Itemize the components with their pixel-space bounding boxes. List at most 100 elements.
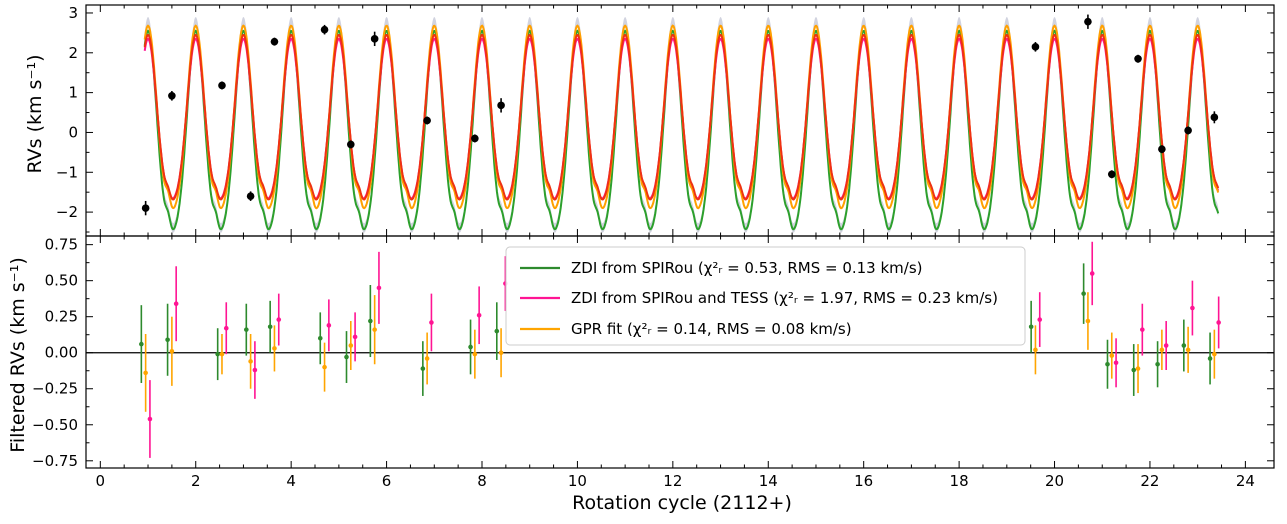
top-panel xyxy=(85,4,1275,237)
residual-point xyxy=(494,328,500,334)
residual-point xyxy=(1033,347,1038,353)
bottom-y-axis-label: Filtered RVs (km s⁻¹) xyxy=(7,257,29,452)
residual-point xyxy=(424,356,430,361)
residual-point xyxy=(1163,343,1169,348)
residual-point xyxy=(1216,320,1221,325)
residual-point xyxy=(1185,347,1191,353)
legend-box xyxy=(505,246,1026,346)
residual-point xyxy=(219,351,225,357)
bottom-frame xyxy=(85,235,1275,469)
residual-point xyxy=(498,350,504,356)
observation-point xyxy=(471,134,479,143)
residual-point xyxy=(1159,347,1165,353)
bottom-y-tick-label: 0.00 xyxy=(45,344,78,362)
top-y-tick-label: 0 xyxy=(68,123,78,141)
top-models xyxy=(143,16,1220,233)
residual-point xyxy=(147,416,153,422)
x-tick-label: 16 xyxy=(854,472,873,490)
residual-point xyxy=(344,354,349,360)
residual-point xyxy=(1207,356,1213,361)
x-tick-label: 24 xyxy=(1236,472,1255,490)
residual-point xyxy=(472,351,478,357)
residual-point xyxy=(1109,353,1115,358)
bottom-y-tick-label: 0.75 xyxy=(45,236,78,254)
observation-point xyxy=(320,25,329,34)
residual-point xyxy=(368,318,373,324)
x-tick-label: 2 xyxy=(191,472,201,490)
x-tick-label: 20 xyxy=(1045,472,1064,490)
top-y-tick-label: 2 xyxy=(68,44,78,62)
x-tick-label: 14 xyxy=(759,472,778,490)
x-axis-label: Rotation cycle (2112+) xyxy=(572,492,792,514)
bottom-y-tick-label: −0.50 xyxy=(32,416,78,434)
legend-entry-gpr-fit: GPR fit (χ²ᵣ = 0.14, RMS = 0.08 km/s) xyxy=(571,320,852,338)
residual-point xyxy=(468,344,473,350)
residual-point xyxy=(272,346,277,351)
observation-point xyxy=(1031,43,1040,51)
observation-point xyxy=(1184,126,1192,135)
bottom-panel xyxy=(85,235,1275,469)
residual-point xyxy=(248,359,253,364)
model-line-1 xyxy=(143,29,1220,231)
x-tick-label: 0 xyxy=(96,472,106,490)
x-tick-label: 8 xyxy=(477,472,487,490)
observation-point xyxy=(218,81,226,90)
x-tick-label: 4 xyxy=(286,472,296,490)
residual-point xyxy=(169,348,175,354)
observation-point xyxy=(1084,17,1092,26)
residual-point xyxy=(352,334,358,340)
residual-point xyxy=(1028,324,1034,330)
residual-point xyxy=(1131,367,1137,373)
observation-point xyxy=(141,204,150,212)
bottom-y-tick-label: 0.50 xyxy=(45,272,78,290)
residual-point xyxy=(1181,343,1187,348)
residual-point xyxy=(215,351,220,357)
model-line-4 xyxy=(143,33,1220,201)
observation-point xyxy=(168,92,176,100)
residual-point xyxy=(420,366,426,371)
residual-point xyxy=(322,364,327,370)
legend: ZDI from SPIRou (χ²ᵣ = 0.53, RMS = 0.13 … xyxy=(505,246,1026,346)
x-tick-label: 18 xyxy=(950,472,969,490)
observation-point xyxy=(246,192,255,200)
residual-point xyxy=(173,301,179,307)
residual-point xyxy=(139,341,144,347)
bottom-y-tick-label: 0.25 xyxy=(45,308,78,326)
observation-point xyxy=(270,37,279,46)
top-observations xyxy=(141,14,1219,216)
top-y-tick-label: −2 xyxy=(56,203,78,221)
residual-point xyxy=(165,337,170,343)
residual-point xyxy=(1089,271,1095,276)
observation-point xyxy=(1158,145,1166,153)
residual-point xyxy=(1037,317,1043,322)
residual-point xyxy=(476,312,482,318)
bottom-y-tick-label: −0.25 xyxy=(32,380,78,398)
residual-point xyxy=(252,367,258,373)
x-tick-label: 6 xyxy=(382,472,392,490)
bottom-residuals xyxy=(139,241,1221,458)
residual-point xyxy=(348,343,354,348)
bottom-y-tick-label: −0.75 xyxy=(32,452,78,470)
residual-point xyxy=(372,327,377,332)
residual-point xyxy=(267,324,273,330)
x-tick-label: 22 xyxy=(1140,472,1159,490)
top-y-tick-label: −1 xyxy=(56,163,78,181)
legend-entry-zdi-spirou: ZDI from SPIRou (χ²ᵣ = 0.53, RMS = 0.13 … xyxy=(571,259,923,277)
residual-point xyxy=(326,323,332,328)
residual-point xyxy=(1113,360,1119,366)
residual-point xyxy=(1140,327,1145,332)
residual-point xyxy=(317,336,323,341)
x-tick-label: 12 xyxy=(663,472,682,490)
residual-point xyxy=(223,325,229,331)
residual-point xyxy=(1081,291,1086,296)
observation-point xyxy=(1107,170,1116,179)
top-y-axis-label: RVs (km s⁻¹) xyxy=(24,54,46,173)
observation-point xyxy=(497,101,505,110)
top-y-tick-label: 1 xyxy=(68,84,78,102)
observation-point xyxy=(423,116,431,125)
residual-point xyxy=(276,317,282,322)
observation-point xyxy=(1210,113,1219,122)
x-tick-label: 10 xyxy=(568,472,587,490)
residual-point xyxy=(244,327,249,332)
